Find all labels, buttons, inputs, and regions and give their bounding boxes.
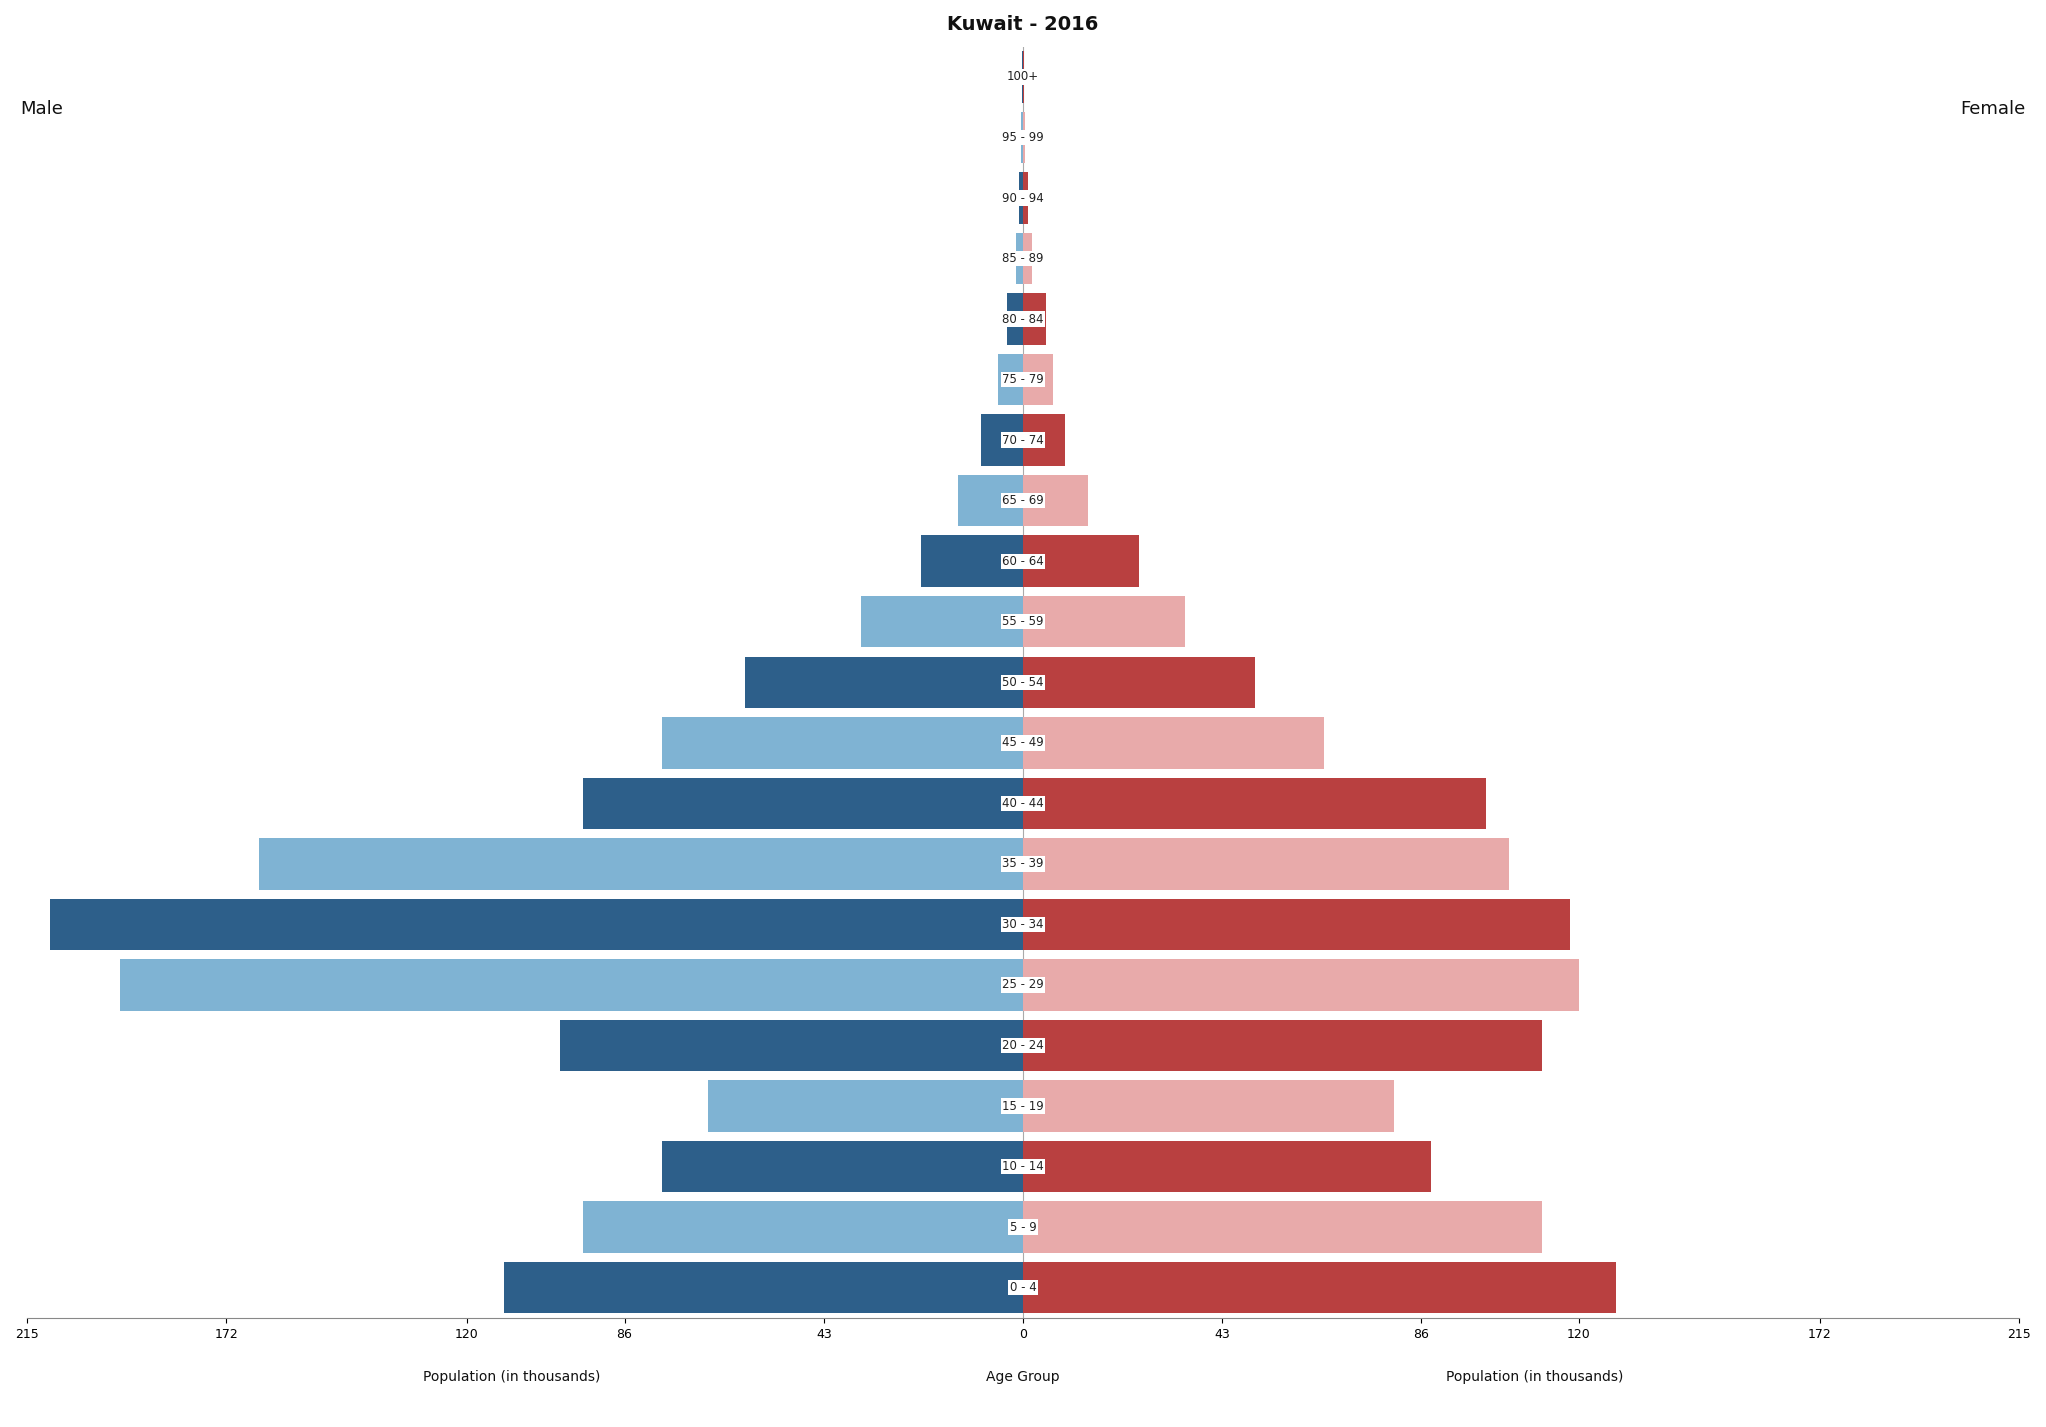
Bar — [503, 1261, 1023, 1313]
Bar — [1023, 354, 1054, 405]
Text: Male: Male — [20, 100, 63, 118]
Bar — [745, 656, 1023, 708]
Bar — [958, 475, 1023, 527]
Bar — [1023, 173, 1027, 224]
Bar — [1023, 294, 1046, 345]
Bar — [998, 354, 1023, 405]
Bar — [258, 838, 1023, 889]
Bar — [1023, 1202, 1543, 1253]
Bar — [1023, 535, 1140, 586]
Title: Kuwait - 2016: Kuwait - 2016 — [947, 16, 1099, 34]
Bar — [661, 718, 1023, 769]
Bar — [921, 535, 1023, 586]
Text: 40 - 44: 40 - 44 — [1003, 796, 1043, 811]
Text: 30 - 34: 30 - 34 — [1003, 918, 1043, 930]
Text: 80 - 84: 80 - 84 — [1003, 313, 1043, 325]
Bar — [1023, 718, 1324, 769]
Text: 15 - 19: 15 - 19 — [1003, 1100, 1043, 1113]
Bar — [1019, 173, 1023, 224]
Text: 55 - 59: 55 - 59 — [1003, 615, 1043, 628]
Text: 50 - 54: 50 - 54 — [1003, 676, 1043, 689]
Bar — [861, 596, 1023, 648]
Bar — [708, 1080, 1023, 1132]
Bar — [119, 959, 1023, 1010]
Bar — [1023, 414, 1064, 465]
Bar — [1021, 111, 1023, 163]
Bar — [1023, 838, 1510, 889]
Text: 95 - 99: 95 - 99 — [1003, 131, 1043, 144]
Bar — [49, 899, 1023, 950]
Text: 5 - 9: 5 - 9 — [1009, 1220, 1037, 1233]
Bar — [982, 414, 1023, 465]
Text: 45 - 49: 45 - 49 — [1003, 736, 1043, 749]
Text: 75 - 79: 75 - 79 — [1003, 372, 1043, 387]
Text: Age Group: Age Group — [986, 1370, 1060, 1384]
Bar — [1023, 1020, 1543, 1072]
Text: 60 - 64: 60 - 64 — [1003, 555, 1043, 568]
Bar — [1023, 778, 1485, 829]
Text: 85 - 89: 85 - 89 — [1003, 253, 1043, 265]
Bar — [1023, 656, 1254, 708]
Text: 65 - 69: 65 - 69 — [1003, 494, 1043, 507]
Bar — [561, 1020, 1023, 1072]
Text: Population (in thousands): Population (in thousands) — [424, 1370, 599, 1384]
Text: 90 - 94: 90 - 94 — [1003, 191, 1043, 204]
Text: 20 - 24: 20 - 24 — [1003, 1039, 1043, 1052]
Text: 100+: 100+ — [1007, 70, 1039, 83]
Text: 25 - 29: 25 - 29 — [1003, 979, 1043, 992]
Text: Female: Female — [1960, 100, 2026, 118]
Bar — [1007, 294, 1023, 345]
Bar — [1023, 596, 1185, 648]
Bar — [1023, 233, 1033, 284]
Text: 35 - 39: 35 - 39 — [1003, 858, 1043, 870]
Text: 70 - 74: 70 - 74 — [1003, 434, 1043, 447]
Text: 10 - 14: 10 - 14 — [1003, 1160, 1043, 1173]
Bar — [1023, 1140, 1430, 1193]
Bar — [1023, 1080, 1393, 1132]
Bar — [1023, 475, 1088, 527]
Bar — [1023, 1261, 1616, 1313]
Text: Population (in thousands): Population (in thousands) — [1447, 1370, 1622, 1384]
Bar — [1023, 111, 1025, 163]
Bar — [583, 1202, 1023, 1253]
Text: 0 - 4: 0 - 4 — [1009, 1281, 1037, 1294]
Bar — [583, 778, 1023, 829]
Bar — [1023, 899, 1569, 950]
Bar — [1023, 959, 1580, 1010]
Bar — [661, 1140, 1023, 1193]
Bar — [1017, 233, 1023, 284]
